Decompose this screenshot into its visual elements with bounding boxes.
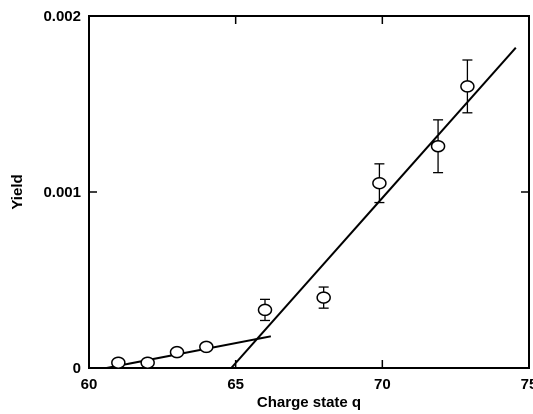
fit-line bbox=[106, 335, 272, 369]
data-point bbox=[169, 345, 185, 359]
x-tick-label: 75 bbox=[521, 376, 533, 393]
x-axis-label: Charge state q bbox=[257, 394, 361, 411]
x-ticks: 60 65 70 75 bbox=[81, 16, 533, 393]
data-point bbox=[372, 176, 387, 190]
y-ticks: 0 0.001 0.002 bbox=[43, 8, 529, 377]
x-tick-label: 60 bbox=[81, 376, 98, 393]
x-tick-label: 70 bbox=[374, 376, 391, 393]
y-tick-label: 0 bbox=[73, 360, 81, 377]
data-point bbox=[111, 356, 126, 369]
y-tick-label: 0.002 bbox=[43, 8, 81, 25]
x-tick-label: 65 bbox=[227, 376, 244, 393]
y-axis-label: Yield bbox=[9, 174, 26, 209]
data-point bbox=[460, 80, 475, 93]
plot-frame bbox=[88, 15, 530, 369]
fit-line bbox=[230, 47, 517, 369]
data-point bbox=[140, 356, 155, 369]
data-point bbox=[316, 291, 331, 304]
data-point bbox=[430, 139, 446, 153]
data-point bbox=[199, 340, 214, 354]
y-tick-label: 0.001 bbox=[43, 184, 81, 201]
data-points bbox=[111, 59, 475, 369]
fit-lines bbox=[106, 47, 517, 369]
data-point bbox=[257, 303, 273, 317]
